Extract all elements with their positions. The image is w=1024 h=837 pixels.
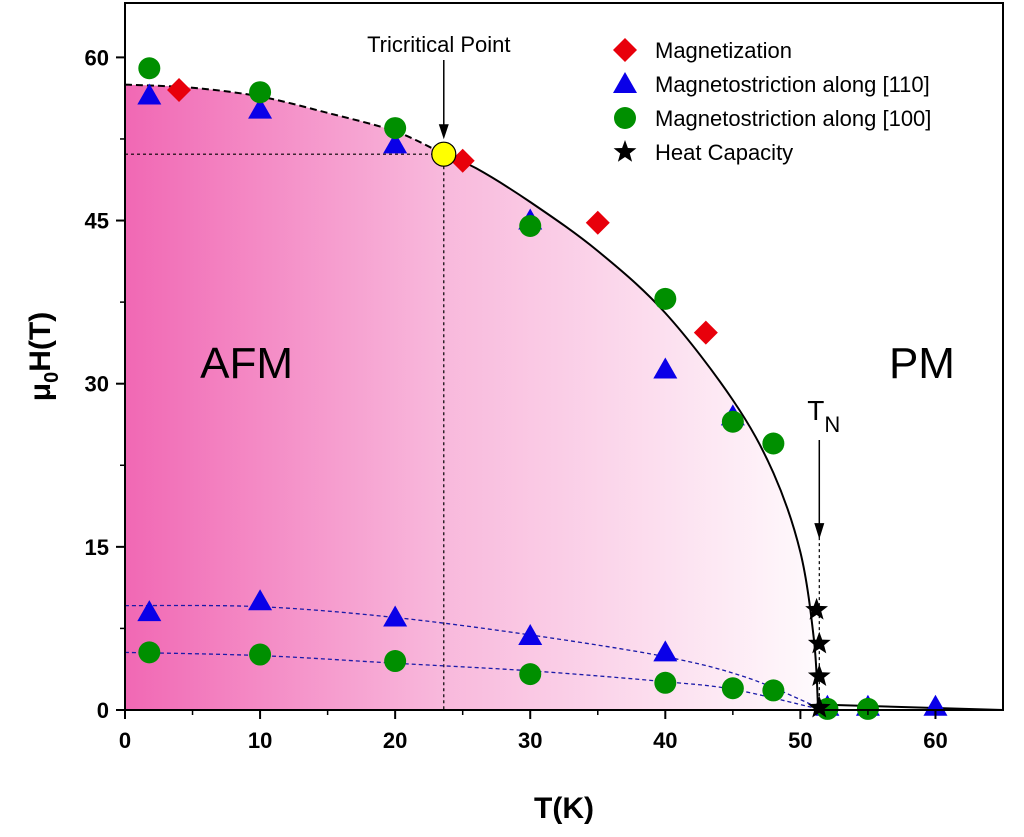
data-point-circle-9 (384, 650, 407, 673)
tricritical-arrow-head (438, 124, 449, 140)
data-point-diamond-3 (693, 320, 718, 345)
data-point-circle-12 (721, 677, 744, 700)
data-point-triangle-7 (248, 589, 273, 611)
x-tick-label-30: 30 (518, 728, 542, 753)
data-point-circle-11 (654, 671, 677, 694)
x-tick-label-10: 10 (248, 728, 272, 753)
data-point-triangle-2 (383, 132, 408, 154)
x-tick-label-0: 0 (119, 728, 131, 753)
x-tick-label-20: 20 (383, 728, 407, 753)
data-point-circle-2 (384, 117, 407, 140)
legend-marker-triangle (613, 72, 637, 93)
legend-marker-diamond (613, 38, 637, 62)
y-tick-label-45: 45 (85, 209, 109, 234)
neel-temperature-label: TN (807, 395, 840, 437)
plot-frame (124, 2, 1004, 711)
data-point-circle-4 (654, 287, 677, 310)
data-point-star-3 (807, 695, 831, 718)
data-point-circle-5 (721, 410, 744, 433)
data-point-circle-7 (138, 641, 161, 664)
data-point-triangle-10 (653, 640, 678, 662)
data-point-diamond-1 (450, 148, 475, 173)
y-tick-label-0: 0 (97, 698, 109, 723)
data-point-circle-1 (249, 81, 272, 104)
data-point-circle-10 (519, 663, 542, 686)
x-tick-label-50: 50 (788, 728, 812, 753)
tricritical-point-marker (431, 141, 457, 167)
data-point-triangle-0 (137, 83, 162, 105)
afm-region-fill (125, 84, 818, 711)
data-point-triangle-4 (653, 357, 678, 379)
legend-label-triangle: Magnetostriction along [110] (655, 72, 930, 97)
data-point-circle-0 (138, 57, 161, 80)
axes: 0 10 20 30 40 50 60 0 15 30 45 60 T(K) μ0H(T) (24, 2, 1004, 825)
y-tick-label-60: 60 (85, 45, 109, 70)
x-tick-label-40: 40 (653, 728, 677, 753)
data-point-triangle-8 (383, 605, 408, 627)
data-point-star-1 (807, 631, 831, 654)
y-tick-label-15: 15 (85, 535, 109, 560)
data-point-triangle-1 (248, 97, 273, 119)
x-tick-label-60: 60 (923, 728, 947, 753)
data-point-circle-6 (762, 432, 785, 455)
y-axis-title: μ0H(T) (24, 312, 63, 401)
data-point-triangle-6 (137, 600, 162, 622)
data-point-star-2 (807, 664, 831, 686)
region-label-pm: PM (889, 339, 955, 388)
data-point-star-0 (805, 597, 828, 620)
legend-marker-star (613, 140, 637, 162)
legend: Magnetization Magnetostriction along [110… (613, 38, 931, 165)
legend-label-circle: Magnetostriction along [100] (655, 106, 931, 131)
legend-marker-circle (614, 107, 636, 129)
region-label-afm: AFM (200, 339, 293, 388)
legend-label-star: Heat Capacity (655, 140, 793, 165)
y-tick-label-30: 30 (85, 372, 109, 397)
neel-arrow-head (814, 523, 825, 540)
tricritical-label: Tricritical Point (367, 32, 510, 57)
legend-label-diamond: Magnetization (655, 38, 792, 63)
data-point-circle-15 (856, 697, 879, 720)
annotations: AFM PM Tricritical Point TN (200, 32, 955, 540)
x-axis-title: T(K) (534, 792, 594, 825)
data-point-circle-13 (762, 679, 785, 702)
second-order-boundary (443, 153, 819, 705)
data-point-diamond-2 (585, 210, 610, 235)
data-point-diamond-0 (167, 78, 192, 103)
data-point-circle-3 (519, 214, 542, 237)
data-point-circle-8 (249, 643, 272, 666)
data-point-triangle-9 (518, 624, 543, 646)
afm-region (125, 84, 818, 711)
